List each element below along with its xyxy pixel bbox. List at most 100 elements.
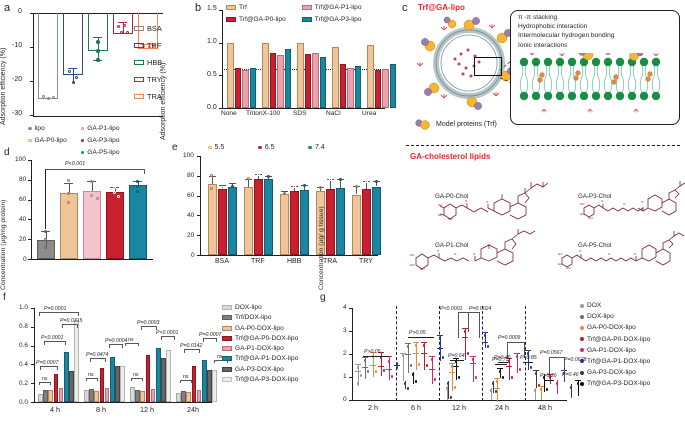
panel-g-letter: g bbox=[320, 292, 326, 303]
point bbox=[283, 192, 286, 195]
legend-swatch-trf bbox=[226, 5, 236, 10]
bar-trf-55 bbox=[244, 186, 253, 255]
errorbar bbox=[465, 328, 466, 360]
sig-line bbox=[408, 337, 434, 338]
bar-sds-trf bbox=[297, 42, 304, 108]
group-separator bbox=[482, 306, 483, 401]
errorbar bbox=[448, 381, 449, 399]
panel-b-letter: b bbox=[195, 2, 202, 14]
panel-f-xtick-0: 4 h bbox=[50, 405, 60, 414]
point bbox=[555, 382, 559, 385]
bar-4h-s1 bbox=[43, 390, 48, 402]
legend-label: DOX bbox=[587, 302, 602, 309]
point bbox=[533, 389, 537, 392]
errorbar bbox=[381, 352, 382, 376]
sig-bracket bbox=[184, 349, 200, 353]
point bbox=[96, 49, 100, 53]
point bbox=[463, 330, 467, 333]
point bbox=[401, 354, 405, 357]
panel-e-ylabel: Adsorption efficiency (%) bbox=[160, 62, 167, 140]
panel-d-axis-bottom bbox=[31, 259, 153, 260]
bracket-stem bbox=[45, 169, 46, 229]
errorbar-cap bbox=[378, 352, 384, 353]
point bbox=[210, 174, 213, 177]
pvalue-g-6: P=0.0009 bbox=[498, 335, 521, 341]
point bbox=[395, 362, 399, 365]
errorbar-cap bbox=[405, 354, 411, 355]
legend-dot-g-5 bbox=[580, 359, 584, 364]
ytickmark bbox=[197, 255, 200, 256]
errorbar bbox=[68, 183, 70, 193]
errorbar bbox=[340, 179, 341, 188]
bar-sds-p1 bbox=[312, 53, 319, 108]
sig-bracket bbox=[507, 342, 525, 358]
bar-12h-s5 bbox=[156, 347, 161, 402]
legend-swatch-tra bbox=[134, 94, 144, 99]
ytickmark bbox=[197, 195, 200, 197]
point bbox=[96, 197, 100, 201]
molecule-name-ga-p0-chol: GA-P0-Chol bbox=[435, 193, 469, 200]
callout-line-3: Ionic interactions bbox=[518, 41, 568, 49]
legend-label: Trf@GA-P0-lipo bbox=[239, 16, 286, 23]
errorbar bbox=[403, 353, 404, 381]
point bbox=[319, 186, 322, 189]
errorbar-cap bbox=[421, 342, 427, 343]
ytickmark bbox=[31, 402, 34, 403]
errorbar bbox=[320, 187, 321, 191]
bar-8h-s4 bbox=[104, 388, 110, 402]
errorbar bbox=[528, 350, 529, 370]
errorbar bbox=[366, 181, 367, 189]
panel-g-xtick-0: 2 h bbox=[368, 403, 378, 412]
legend-swatch-f-0 bbox=[222, 305, 232, 310]
point bbox=[72, 81, 75, 84]
errorbar-cap bbox=[437, 335, 443, 336]
errorbar-cap bbox=[68, 68, 77, 69]
point bbox=[542, 376, 546, 379]
point bbox=[537, 384, 541, 387]
errorbar-cap bbox=[453, 358, 459, 359]
panel-a-legend: BSA TRF HBB TRY TRA bbox=[134, 24, 162, 101]
bar-triton-p0 bbox=[269, 52, 276, 108]
point bbox=[498, 370, 502, 373]
legend-swatch-try bbox=[134, 77, 144, 82]
bar-urea-p3 bbox=[389, 64, 396, 108]
point bbox=[374, 370, 378, 373]
errorbar-cap bbox=[353, 186, 360, 187]
errorbar-cap bbox=[449, 372, 455, 373]
errorbar-cap bbox=[373, 181, 380, 182]
legend-label: Trf@GA-P1-DOX-lipo bbox=[587, 357, 651, 365]
legend-swatch-f-1 bbox=[222, 315, 232, 321]
panel-d: d Adsorption efficiency (%) 100 80 60 40… bbox=[0, 48, 160, 290]
bar-nacl-p1 bbox=[347, 67, 354, 108]
point bbox=[576, 382, 580, 385]
legend-label: 7.4 bbox=[314, 144, 325, 151]
errorbar bbox=[408, 343, 409, 373]
errorbar-cap bbox=[400, 353, 406, 354]
panel-g-xtick-4: 48 h bbox=[538, 403, 552, 412]
point bbox=[491, 382, 495, 385]
legend-label: GA-P3-DOX-lipo bbox=[587, 369, 636, 377]
errorbar bbox=[544, 374, 545, 392]
legend-label: Trf@GA-P3-lipo bbox=[314, 16, 362, 23]
point bbox=[152, 45, 155, 48]
errorbar-cap bbox=[429, 369, 435, 370]
point bbox=[507, 360, 511, 363]
errorbar bbox=[137, 181, 139, 186]
bar-24h-s6 bbox=[207, 369, 212, 402]
bar-sds-p0 bbox=[304, 53, 311, 108]
point bbox=[454, 360, 458, 363]
point bbox=[75, 76, 78, 79]
legend-label: GA-P5-lipo bbox=[87, 149, 120, 156]
sig-bracket bbox=[39, 382, 51, 385]
sig-line bbox=[523, 362, 533, 363]
svg-text:O: O bbox=[623, 202, 626, 206]
pvalue-g-2: P<0.0001 bbox=[440, 306, 463, 312]
errorbar-cap bbox=[355, 364, 361, 365]
legend-label: GA-P1-DOX-lipo bbox=[587, 346, 636, 354]
errorbar bbox=[571, 384, 572, 398]
legend-label: Trf@GA-P1-lipo bbox=[314, 4, 362, 11]
point bbox=[495, 380, 499, 383]
point bbox=[457, 376, 461, 379]
